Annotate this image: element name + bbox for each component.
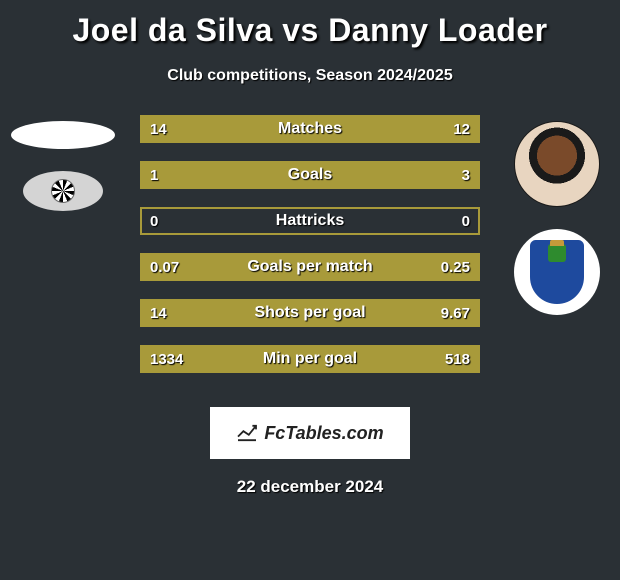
right-club-badge <box>514 229 600 315</box>
left-club-badge-icon <box>51 179 75 203</box>
date-text: 22 december 2024 <box>0 477 620 497</box>
stat-bar-row: 0.07 0.25 Goals per match <box>140 253 480 281</box>
stat-label: Goals <box>288 166 332 184</box>
stat-value-right: 518 <box>445 351 470 368</box>
stat-bar-fill-right <box>226 163 478 187</box>
stat-label: Hattricks <box>276 212 344 230</box>
stat-bar-row: 0 0 Hattricks <box>140 207 480 235</box>
stat-value-left: 0 <box>150 213 158 230</box>
stat-bar-row: 1 3 Goals <box>140 161 480 189</box>
right-club-badge-icon <box>530 240 584 304</box>
stat-value-right: 12 <box>453 121 470 138</box>
stat-value-left: 1 <box>150 167 158 184</box>
branding-box: FcTables.com <box>210 407 410 459</box>
stat-label: Goals per match <box>247 258 372 276</box>
stat-value-right: 0 <box>462 213 470 230</box>
stat-bar-row: 1334 518 Min per goal <box>140 345 480 373</box>
left-player-photo-placeholder <box>11 121 115 149</box>
stat-bar-row: 14 12 Matches <box>140 115 480 143</box>
comparison-subtitle: Club competitions, Season 2024/2025 <box>0 67 620 85</box>
left-player-column <box>8 121 118 211</box>
stat-bars-container: 14 12 Matches 1 3 Goals 0 0 Hattricks 0.07 0.25 Goa… <box>140 115 480 373</box>
stat-value-left: 14 <box>150 121 167 138</box>
stat-label: Matches <box>278 120 342 138</box>
stat-value-right: 9.67 <box>441 305 470 322</box>
stat-value-left: 1334 <box>150 351 183 368</box>
left-club-badge <box>23 171 103 211</box>
stat-label: Shots per goal <box>254 304 365 322</box>
stat-label: Min per goal <box>263 350 357 368</box>
chart-area: 14 12 Matches 1 3 Goals 0 0 Hattricks 0.07 0.25 Goa… <box>0 115 620 395</box>
stat-value-right: 3 <box>462 167 470 184</box>
stat-value-right: 0.25 <box>441 259 470 276</box>
comparison-title: Joel da Silva vs Danny Loader <box>0 0 620 49</box>
stat-bar-row: 14 9.67 Shots per goal <box>140 299 480 327</box>
branding-text: FcTables.com <box>264 423 383 444</box>
stat-value-left: 0.07 <box>150 259 179 276</box>
right-player-column <box>502 121 612 315</box>
stat-value-left: 14 <box>150 305 167 322</box>
branding-logo-icon <box>236 424 258 442</box>
right-player-photo <box>514 121 600 207</box>
